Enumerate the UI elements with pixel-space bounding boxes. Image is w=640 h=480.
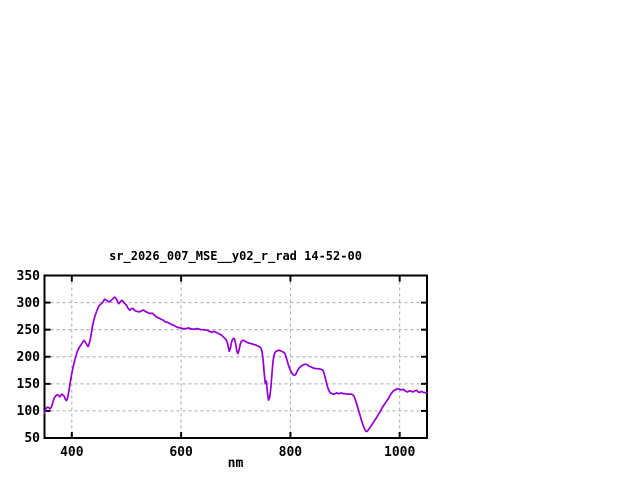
chart-title: sr_2026_007_MSE__y02_r_rad 14-52-00 bbox=[109, 249, 362, 263]
y-tick-label: 200 bbox=[16, 349, 40, 365]
y-tick-label: 150 bbox=[16, 376, 40, 392]
plot-border bbox=[43, 274, 428, 439]
y-tick-label: 50 bbox=[24, 431, 40, 446]
spectrum-curve bbox=[43, 296, 428, 433]
x-tick-label: 1000 bbox=[384, 445, 416, 460]
y-tick-label: 300 bbox=[16, 295, 40, 311]
y-tick-label: 250 bbox=[16, 322, 40, 338]
y-tick-label: 350 bbox=[16, 268, 40, 284]
x-tick-label: 400 bbox=[60, 445, 84, 460]
y-tick-label: 100 bbox=[16, 403, 40, 419]
x-tick-label: 800 bbox=[278, 445, 303, 460]
x-tick-label: 600 bbox=[169, 445, 193, 460]
x-axis-label: nm bbox=[227, 456, 244, 471]
